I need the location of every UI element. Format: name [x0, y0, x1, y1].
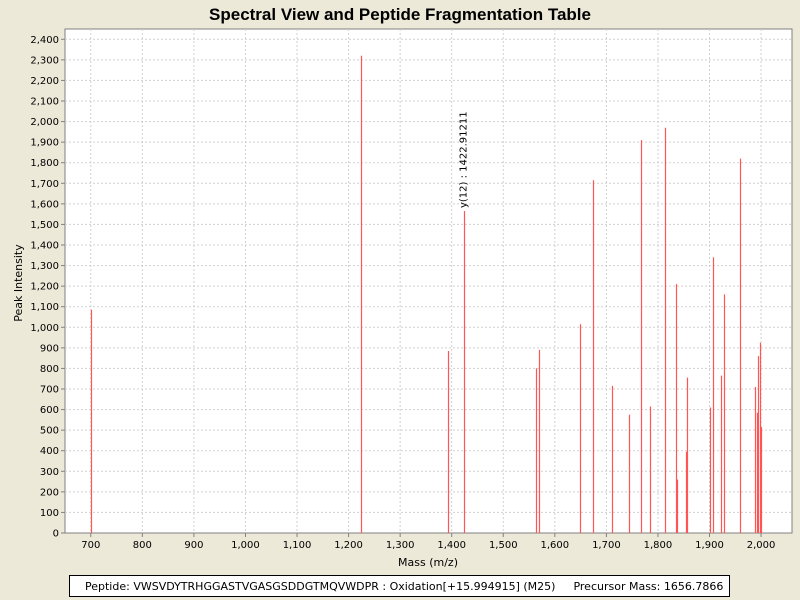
y-tick-label: 2,100 [30, 97, 59, 108]
y-tick-label: 2,400 [30, 35, 59, 46]
x-tick-label: 1,100 [283, 540, 312, 551]
y-tick-label: 0 [53, 529, 59, 540]
precursor-mass: Precursor Mass: 1656.7866 [573, 579, 724, 593]
y-tick-label: 700 [40, 385, 59, 396]
y-tick-label: 2,300 [30, 55, 59, 66]
y-tick-label: 1,100 [30, 302, 59, 313]
x-tick-label: 900 [184, 540, 203, 551]
axes: 0 100 200 300 400 500 600 700 800 900 1,000 1,100 1,… [30, 35, 775, 551]
y-tick-label: 300 [40, 467, 59, 478]
y-tick-label: 1,200 [30, 282, 59, 293]
y-axis-label: Peak Intensity [12, 244, 25, 322]
x-tick-label: 1,400 [437, 540, 466, 551]
y-tick-label: 1,300 [30, 261, 59, 272]
y-tick-label: 1,600 [30, 199, 59, 210]
x-tick-label: 700 [81, 540, 100, 551]
y-tick-label: 1,800 [30, 158, 59, 169]
y-tick-label: 1,500 [30, 220, 59, 231]
chart-title: Spectral View and Peptide Fragmentation … [209, 5, 591, 24]
x-tick-label: 1,700 [592, 540, 621, 551]
y-tick-label: 2,000 [30, 117, 59, 128]
x-tick-label: 1,600 [541, 540, 570, 551]
x-tick-label: 1,500 [489, 540, 518, 551]
plot-area [64, 28, 793, 534]
y-tick-label: 900 [40, 343, 59, 354]
peptide-sequence: Peptide: VWSVDYTRHGGASTVGASGSDDGTMQVWDPR… [85, 579, 556, 593]
x-tick-label: 1,900 [695, 540, 724, 551]
y-tick-label: 500 [40, 426, 59, 437]
y-tick-label: 100 [40, 508, 59, 519]
x-axis-label: Mass (m/z) [398, 556, 458, 569]
x-tick-label: 1,000 [231, 540, 260, 551]
x-tick-label: 1,200 [334, 540, 363, 551]
peptide-info-box: Peptide: VWSVDYTRHGGASTVGASGSDDGTMQVWDPR… [69, 575, 730, 597]
x-tick-label: 2,000 [747, 540, 776, 551]
y-tick-label: 400 [40, 446, 59, 457]
x-tick-label: 800 [133, 540, 152, 551]
grid [65, 29, 792, 533]
y-tick-label: 1,000 [30, 323, 59, 334]
annotations: y(12) : 1422.91211 [459, 111, 470, 208]
y-tick-label: 2,200 [30, 76, 59, 87]
y-tick-label: 1,900 [30, 138, 59, 149]
peaks [90, 55, 763, 533]
x-tick-label: 1,800 [644, 540, 673, 551]
y-tick-label: 800 [40, 364, 59, 375]
y-tick-label: 600 [40, 405, 59, 416]
y-tick-label: 1,700 [30, 179, 59, 190]
y-tick-label: 200 [40, 487, 59, 498]
peak-annotation: y(12) : 1422.91211 [459, 111, 470, 208]
x-tick-label: 1,300 [386, 540, 415, 551]
y-tick-label: 1,400 [30, 241, 59, 252]
